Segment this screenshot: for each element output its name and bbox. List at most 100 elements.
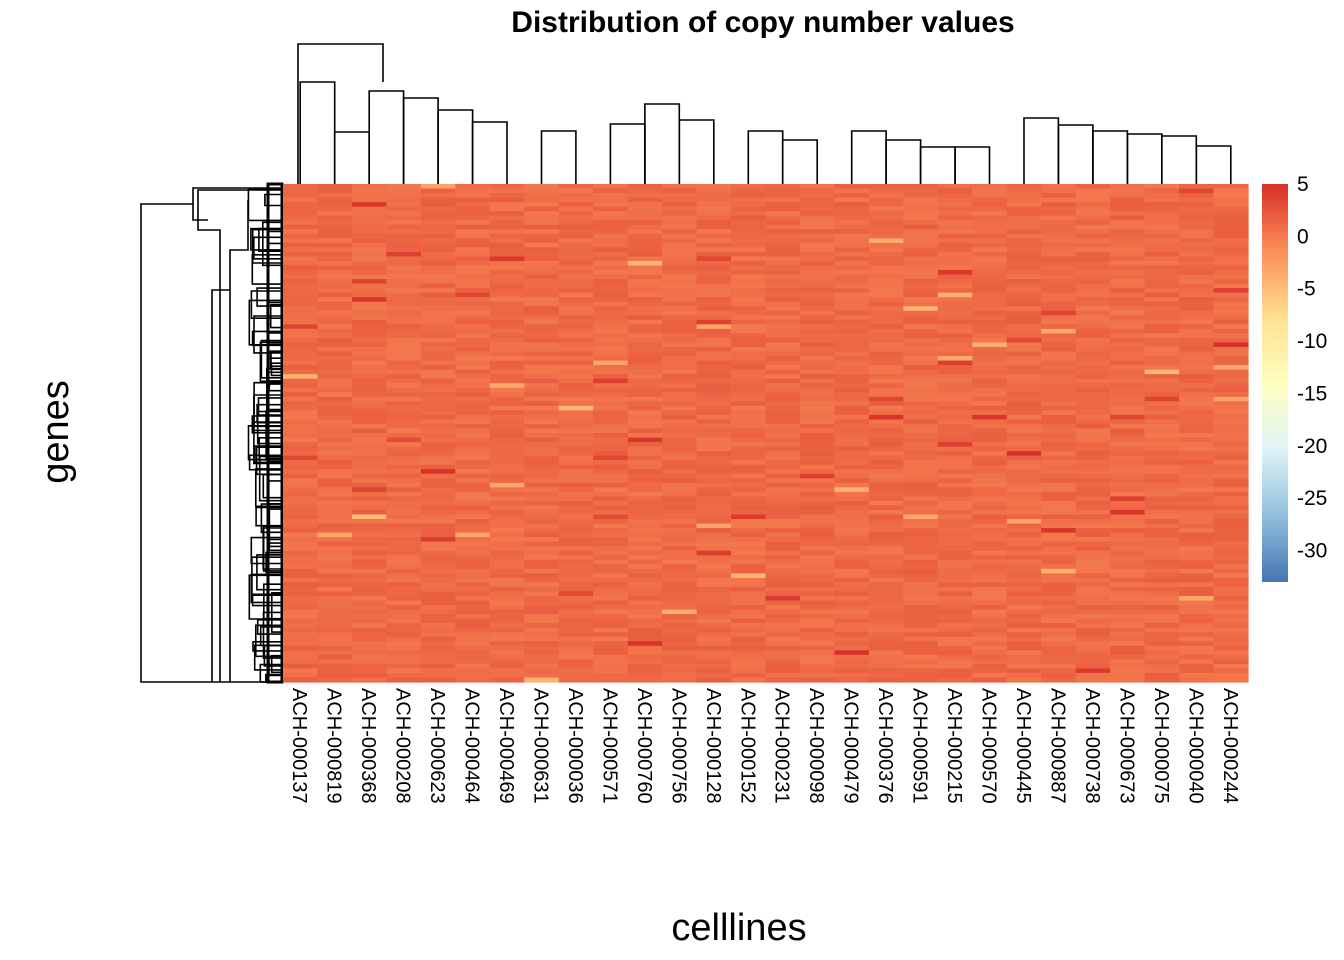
- heatmap-cell: [765, 568, 801, 574]
- heatmap-cell: [696, 310, 732, 316]
- heatmap-cell: [696, 184, 732, 190]
- heatmap-cell: [283, 342, 319, 348]
- heatmap-cell: [558, 451, 594, 457]
- heatmap-cell: [662, 568, 698, 574]
- heatmap-cell: [937, 256, 973, 262]
- heatmap-cell: [1075, 595, 1111, 602]
- heatmap-cell: [351, 650, 387, 656]
- heatmap-cell: [696, 247, 732, 253]
- heatmap-cell: [627, 328, 663, 334]
- heatmap-cell: [937, 324, 973, 330]
- heatmap-cell: [386, 623, 422, 629]
- heatmap-cell: [1075, 319, 1111, 325]
- heatmap-cell: [731, 270, 767, 276]
- heatmap-cell: [731, 523, 767, 529]
- heatmap-cell: [696, 279, 732, 285]
- heatmap-cell: [972, 460, 1008, 466]
- heatmap-cell: [834, 419, 870, 425]
- heatmap-cell: [455, 392, 491, 398]
- heatmap-cell: [386, 392, 422, 398]
- heatmap-cell: [662, 270, 698, 276]
- heatmap-cell: [662, 414, 698, 421]
- heatmap-cell: [972, 315, 1008, 321]
- heatmap-cell: [593, 251, 629, 258]
- heatmap-cell: [1213, 365, 1249, 371]
- heatmap-cell: [799, 251, 836, 258]
- heatmap-cell: [765, 378, 801, 384]
- heatmap-cell: [1110, 469, 1146, 475]
- heatmap-cell: [1213, 559, 1249, 565]
- dendrogram-branch: [259, 626, 283, 647]
- heatmap-cell: [1110, 641, 1146, 647]
- heatmap-cell: [593, 586, 629, 593]
- heatmap-cell: [593, 478, 629, 484]
- heatmap-cell: [1075, 419, 1111, 425]
- heatmap-cell: [455, 433, 491, 439]
- heatmap-cell: [317, 487, 353, 493]
- heatmap-cell: [386, 410, 422, 416]
- heatmap-cell: [420, 297, 456, 303]
- heatmap-cell: [1213, 265, 1249, 271]
- heatmap-cell: [317, 229, 353, 235]
- heatmap-cell: [1041, 672, 1077, 679]
- heatmap-cell: [1041, 482, 1077, 488]
- heatmap-cell: [1144, 523, 1180, 529]
- heatmap-cell: [558, 256, 594, 262]
- heatmap-cell: [937, 306, 973, 312]
- heatmap-cell: [627, 419, 663, 425]
- heatmap-cell: [420, 247, 456, 253]
- heatmap-cell: [386, 487, 422, 493]
- heatmap-cell: [765, 555, 801, 561]
- heatmap-cell: [627, 197, 663, 203]
- heatmap-cell: [593, 491, 629, 497]
- heatmap-cell: [1144, 369, 1180, 375]
- heatmap-cell: [1041, 636, 1077, 642]
- heatmap-cell: [593, 260, 629, 267]
- heatmap-cell: [1179, 564, 1215, 570]
- heatmap-cell: [386, 369, 422, 375]
- heatmap-cell: [558, 609, 594, 615]
- heatmap-cell: [799, 202, 836, 208]
- heatmap-cell: [283, 650, 319, 656]
- heatmap-cell: [558, 315, 594, 321]
- heatmap-cell: [834, 437, 870, 443]
- heatmap-cell: [283, 496, 319, 502]
- heatmap-cell: [524, 247, 560, 253]
- heatmap-cell: [1041, 478, 1077, 484]
- heatmap-cell: [937, 663, 973, 670]
- heatmap-cell: [834, 337, 870, 344]
- heatmap-cell: [731, 487, 767, 493]
- heatmap-cell: [662, 265, 698, 271]
- heatmap-cell: [1179, 260, 1215, 267]
- heatmap-cell: [765, 374, 801, 380]
- heatmap-cell: [868, 224, 904, 230]
- heatmap-cell: [799, 342, 836, 348]
- heatmap-cell: [1110, 392, 1146, 398]
- dendrogram-branch: [333, 131, 370, 184]
- heatmap-cell: [455, 559, 491, 565]
- heatmap-cell: [765, 342, 801, 348]
- heatmap-cell: [662, 528, 698, 534]
- heatmap-cell: [317, 509, 353, 516]
- heatmap-cell: [627, 383, 663, 389]
- heatmap-cell: [489, 532, 525, 538]
- heatmap-cell: [1110, 265, 1146, 271]
- heatmap-cell: [283, 668, 319, 674]
- heatmap-cell: [489, 591, 525, 597]
- heatmap-cell: [1213, 668, 1249, 674]
- heatmap-cell: [1110, 342, 1146, 348]
- heatmap-cell: [1110, 301, 1146, 307]
- heatmap-cell: [1110, 546, 1146, 552]
- heatmap-cell: [765, 310, 801, 316]
- heatmap-cell: [558, 233, 594, 239]
- heatmap-cell: [1213, 564, 1249, 570]
- heatmap-cell: [1179, 392, 1215, 398]
- heatmap-cell: [662, 446, 698, 452]
- heatmap-cell: [1144, 528, 1180, 534]
- heatmap-cell: [662, 659, 698, 665]
- heatmap-cell: [937, 632, 973, 638]
- heatmap-cell: [1075, 487, 1111, 493]
- heatmap-cell: [662, 247, 698, 253]
- heatmap-cell: [351, 193, 387, 199]
- heatmap-cell: [558, 270, 594, 276]
